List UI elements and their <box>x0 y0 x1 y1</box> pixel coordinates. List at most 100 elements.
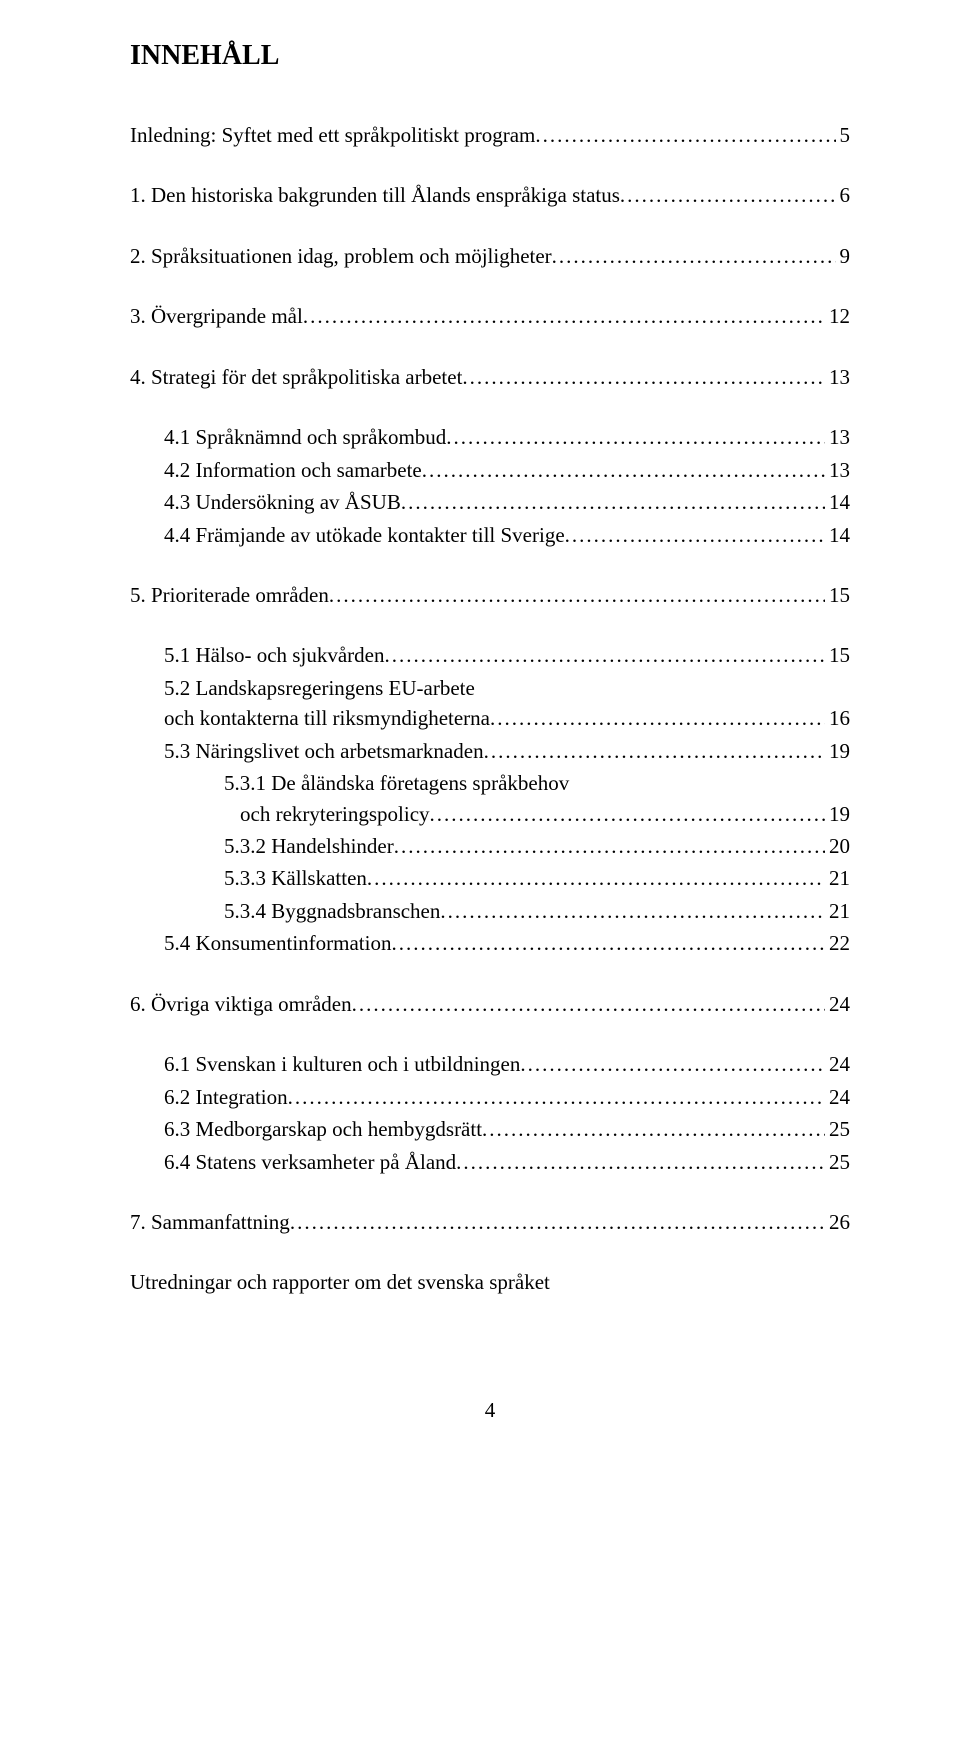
toc-entry-label: 7. Sammanfattning <box>130 1207 290 1237</box>
leader-dots <box>329 580 825 610</box>
toc-entry: 6.4 Statens verksamheter på Åland 25 <box>130 1147 850 1177</box>
toc-entry-page: 24 <box>825 1049 850 1079</box>
spacer <box>130 612 850 640</box>
toc-entry-page: 22 <box>825 928 850 958</box>
toc-entry: 6.2 Integration 24 <box>130 1082 850 1112</box>
toc-entry: 5.3.2 Handelshinder 20 <box>130 831 850 861</box>
toc-entry-page: 14 <box>825 487 850 517</box>
toc-entry-label: 6.1 Svenskan i kulturen och i utbildning… <box>164 1049 520 1079</box>
leader-dots <box>620 180 836 210</box>
toc-entry-page: 15 <box>825 580 850 610</box>
toc-entry-label: 4.1 Språknämnd och språkombud <box>164 422 446 452</box>
toc-entry-page: 14 <box>825 520 850 550</box>
toc-entry-label: 6.3 Medborgarskap och hembygdsrätt <box>164 1114 482 1144</box>
toc-entry: 4. Strategi för det språkpolitiska arbet… <box>130 362 850 392</box>
leader-dots <box>303 301 825 331</box>
toc-entry-page: 20 <box>825 831 850 861</box>
toc-entry-page: 19 <box>825 736 850 766</box>
toc-entry: 5.4 Konsumentinformation 22 <box>130 928 850 958</box>
spacer <box>130 961 850 989</box>
toc-entry-page: 21 <box>825 863 850 893</box>
leader-dots <box>394 831 825 861</box>
toc-entry: 5.2 Landskapsregeringens EU-arbete <box>130 673 850 703</box>
toc-entry: 5. Prioriterade områden 15 <box>130 580 850 610</box>
toc-entry-label: 6. Övriga viktiga områden <box>130 989 352 1019</box>
toc-entry-label: 5.3.4 Byggnadsbranschen <box>224 896 440 926</box>
toc-entry: 6. Övriga viktiga områden24 <box>130 989 850 1019</box>
spacer <box>130 1179 850 1207</box>
toc-entry: 1. Den historiska bakgrunden till Ålands… <box>130 180 850 210</box>
leader-dots <box>565 520 825 550</box>
toc-entry-page: 16 <box>825 703 850 733</box>
toc-entry-label: och rekryteringspolicy <box>240 799 430 829</box>
leader-dots <box>288 1082 825 1112</box>
spacer <box>130 1239 850 1267</box>
toc-entry: 5.3.1 De åländska företagens språkbehov <box>130 768 850 798</box>
leader-dots <box>456 1147 825 1177</box>
toc-entry-page: 13 <box>825 422 850 452</box>
toc-entry: Inledning: Syftet med ett språkpolitiskt… <box>130 120 850 150</box>
leader-dots <box>462 362 825 392</box>
page-number: 4 <box>130 1398 850 1423</box>
toc-entry-label: Inledning: Syftet med ett språkpolitiskt… <box>130 120 535 150</box>
toc-entry-label: 4.2 Information och samarbete <box>164 455 422 485</box>
toc-entry: 5.3.4 Byggnadsbranschen 21 <box>130 896 850 926</box>
toc-entry: 3. Övergripande mål 12 <box>130 301 850 331</box>
spacer <box>130 1021 850 1049</box>
toc-entry-label: och kontakterna till riksmyndigheterna <box>164 703 490 733</box>
leader-dots <box>535 120 835 150</box>
toc-entry-page: 12 <box>825 301 850 331</box>
toc-entry-page: 13 <box>825 455 850 485</box>
toc-entry: 6.1 Svenskan i kulturen och i utbildning… <box>130 1049 850 1079</box>
toc-entry: och rekryteringspolicy 19 <box>130 799 850 829</box>
toc-entry: 2. Språksituationen idag, problem och mö… <box>130 241 850 271</box>
page-title: INNEHÅLL <box>130 40 850 72</box>
toc-entry-label: 5.3.2 Handelshinder <box>224 831 394 861</box>
toc-entry: 5.1 Hälso- och sjukvården 15 <box>130 640 850 670</box>
toc-entry-label: 5.4 Konsumentinformation <box>164 928 391 958</box>
spacer <box>130 213 850 241</box>
toc-entry-label: 5. Prioriterade områden <box>130 580 329 610</box>
leader-dots <box>482 1114 825 1144</box>
toc-entry: 7. Sammanfattning 26 <box>130 1207 850 1237</box>
toc-entry-label: 3. Övergripande mål <box>130 301 303 331</box>
toc-entry-label: 6.2 Integration <box>164 1082 288 1112</box>
toc-entry: 5.3 Näringslivet och arbetsmarknaden 19 <box>130 736 850 766</box>
toc-entry: 4.2 Information och samarbete 13 <box>130 455 850 485</box>
toc-entry: 4.4 Främjande av utökade kontakter till … <box>130 520 850 550</box>
toc-entry-label: 6.4 Statens verksamheter på Åland <box>164 1147 456 1177</box>
toc-entry: och kontakterna till riksmyndigheterna 16 <box>130 703 850 733</box>
leader-dots <box>484 736 825 766</box>
leader-dots <box>290 1207 825 1237</box>
leader-dots <box>384 640 825 670</box>
toc-entry: Utredningar och rapporter om det svenska… <box>130 1267 850 1297</box>
leader-dots <box>490 703 825 733</box>
spacer <box>130 273 850 301</box>
toc-entry-page: 19 <box>825 799 850 829</box>
toc-entry-label: 5.1 Hälso- och sjukvården <box>164 640 384 670</box>
toc-entry-page: 26 <box>825 1207 850 1237</box>
toc-entry: 4.3 Undersökning av ÅSUB 14 <box>130 487 850 517</box>
leader-dots <box>440 896 825 926</box>
toc-entry-label: 4.3 Undersökning av ÅSUB <box>164 487 401 517</box>
spacer <box>130 394 850 422</box>
toc-entry: 6.3 Medborgarskap och hembygdsrätt 25 <box>130 1114 850 1144</box>
toc-entry-label: 4. Strategi för det språkpolitiska arbet… <box>130 362 462 392</box>
leader-dots <box>446 422 825 452</box>
leader-dots <box>422 455 825 485</box>
toc-entry-label: 5.3 Näringslivet och arbetsmarknaden <box>164 736 484 766</box>
toc-entry-label: 5.3.3 Källskatten <box>224 863 367 893</box>
toc-entry-page: 24 <box>825 1082 850 1112</box>
toc-entry-page: 21 <box>825 896 850 926</box>
toc-entry-page: 25 <box>825 1114 850 1144</box>
spacer <box>130 334 850 362</box>
toc-entry-label: 4.4 Främjande av utökade kontakter till … <box>164 520 565 550</box>
leader-dots <box>430 799 825 829</box>
leader-dots <box>401 487 825 517</box>
toc-entry-page: 6 <box>836 180 851 210</box>
leader-dots <box>520 1049 825 1079</box>
toc-entry: 4.1 Språknämnd och språkombud 13 <box>130 422 850 452</box>
leader-dots <box>552 241 836 271</box>
toc-entry-page: 25 <box>825 1147 850 1177</box>
toc-entry-page: 15 <box>825 640 850 670</box>
